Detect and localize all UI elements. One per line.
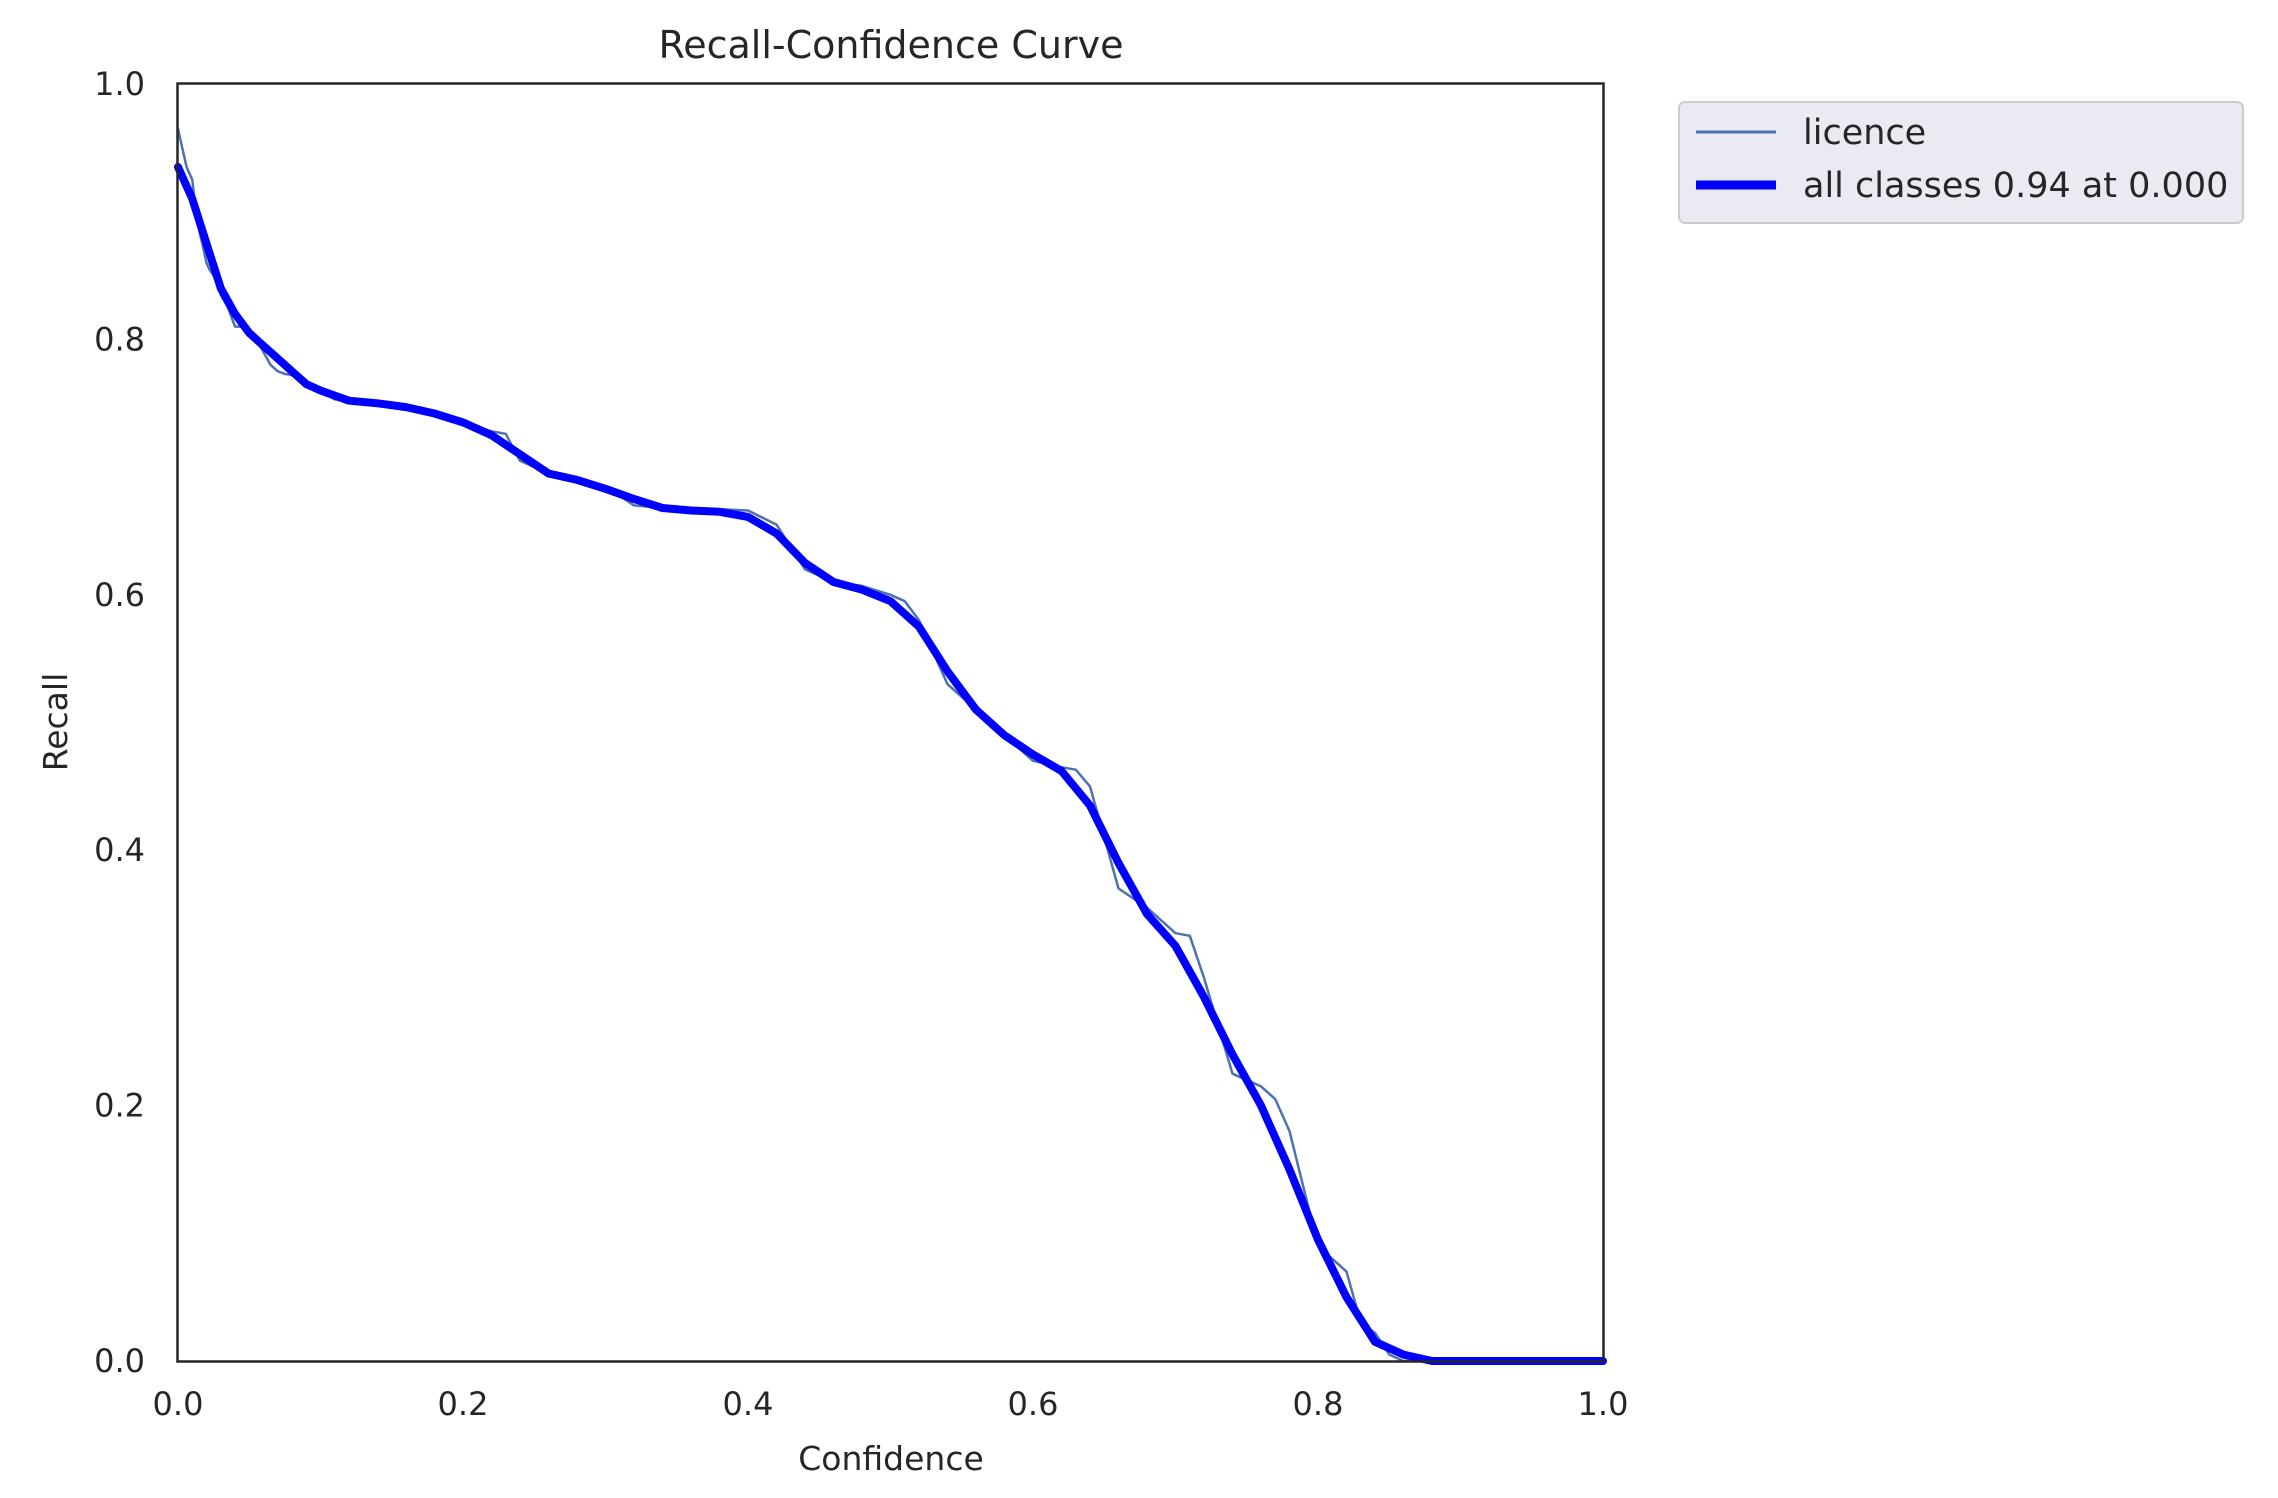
x-axis-title: Confidence xyxy=(798,1439,984,1478)
y-tick-label: 1.0 xyxy=(94,65,145,103)
legend-box xyxy=(1678,101,2244,224)
x-tick-label: 0.0 xyxy=(153,1385,204,1423)
y-tick-label: 0.2 xyxy=(94,1087,145,1125)
series-line-licence xyxy=(176,127,1605,1363)
chart-title: Recall-Confidence Curve xyxy=(659,23,1124,67)
legend-label-all-classes: all classes 0.94 at 0.000 xyxy=(1803,166,2228,206)
y-tick-label: 0.0 xyxy=(94,1342,145,1380)
y-tick-label: 0.8 xyxy=(94,320,145,358)
series-line-all-classes-0-94-at-0-000 xyxy=(174,163,1607,1365)
y-tick-label: 0.6 xyxy=(94,576,145,614)
legend-label-licence: licence xyxy=(1803,113,1926,153)
legend: licence all classes 0.94 at 0.000 xyxy=(1678,101,2244,224)
y-axis-title: Recall xyxy=(36,673,75,771)
y-tick-label: 0.4 xyxy=(94,831,145,869)
y-tick-labels: 0.0 0.2 0.4 0.6 0.8 1.0 xyxy=(94,65,145,1380)
x-tick-labels: 0.0 0.2 0.4 0.6 0.8 1.0 xyxy=(153,1385,1629,1423)
x-tick-label: 1.0 xyxy=(1578,1385,1629,1423)
x-tick-label: 0.6 xyxy=(1008,1385,1059,1423)
x-tick-label: 0.2 xyxy=(438,1385,489,1423)
x-tick-label: 0.4 xyxy=(723,1385,774,1423)
x-tick-label: 0.8 xyxy=(1293,1385,1344,1423)
plot-lines xyxy=(174,127,1607,1365)
plot-frame xyxy=(176,82,1605,1363)
